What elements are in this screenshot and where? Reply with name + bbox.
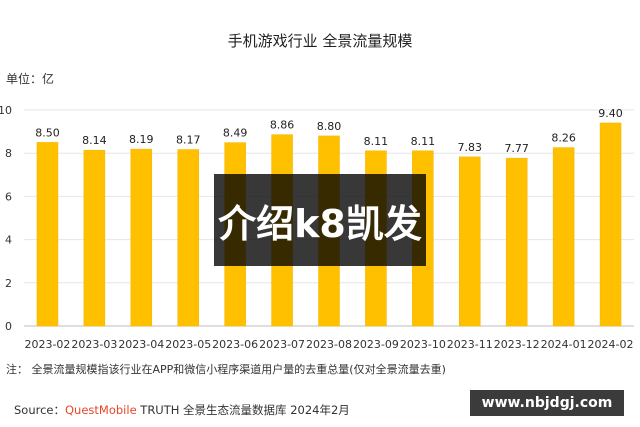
y-tick-label: 4 (5, 234, 12, 247)
source-line: Source：QuestMobile TRUTH 全景生态流量数据库 2024年… (14, 402, 350, 418)
x-tick-label: 2023-10 (400, 338, 446, 351)
data-label: 7.77 (504, 142, 529, 155)
data-label: 8.50 (35, 126, 60, 139)
bar (459, 156, 481, 327)
bar (130, 148, 153, 327)
x-tick-label: 2023-06 (212, 338, 258, 351)
source-prefix: Source： (14, 403, 65, 417)
source-rest: TRUTH 全景生态流量数据库 2024年2月 (136, 403, 350, 417)
y-tick-label: 2 (5, 277, 12, 290)
x-tick-label: 2023-12 (494, 338, 540, 351)
y-axis-unit-label: 单位：亿 (6, 72, 55, 86)
y-tick-label: 6 (5, 190, 12, 203)
x-tick-label: 2023-07 (259, 338, 305, 351)
x-tick-label: 2023-08 (306, 338, 352, 351)
x-tick-label: 2023-04 (118, 338, 164, 351)
data-label: 8.80 (317, 120, 342, 133)
y-tick-label: 8 (5, 147, 12, 160)
bar (83, 149, 106, 327)
x-tick-label: 2024-02 (588, 338, 634, 351)
x-tick-label: 2023-09 (353, 338, 399, 351)
footnote: 注： 全景流量规模指该行业在APP和微信小程序渠道用户量的去重总量(仅对全景流量… (6, 363, 446, 376)
overlay-banner: 介绍k8凯发 (214, 174, 426, 266)
data-label: 8.19 (129, 133, 154, 146)
data-label: 8.49 (223, 127, 248, 140)
y-tick-label: 0 (5, 320, 12, 333)
data-label: 8.17 (176, 134, 201, 147)
bar (599, 122, 622, 327)
data-label: 8.11 (364, 135, 389, 148)
data-label: 7.83 (458, 141, 483, 154)
data-label: 8.14 (82, 134, 107, 147)
url-watermark-badge: www.nbjdgj.com (470, 390, 624, 416)
bar (36, 142, 59, 327)
chart-title: 手机游戏行业 全景流量规模 (227, 32, 413, 50)
data-label: 8.86 (270, 119, 295, 132)
bar (177, 149, 199, 327)
data-label: 8.26 (551, 132, 576, 145)
source-brand: QuestMobile (65, 403, 137, 417)
data-label: 8.11 (411, 135, 436, 148)
data-label: 9.40 (598, 107, 623, 120)
bar (552, 147, 575, 327)
x-tick-label: 2023-11 (447, 338, 493, 351)
x-tick-label: 2023-03 (71, 338, 117, 351)
x-tick-label: 2024-01 (541, 338, 587, 351)
y-tick-label: 10 (0, 104, 12, 117)
bar (505, 157, 528, 327)
x-tick-label: 2023-02 (24, 338, 70, 351)
x-tick-label: 2023-05 (165, 338, 211, 351)
